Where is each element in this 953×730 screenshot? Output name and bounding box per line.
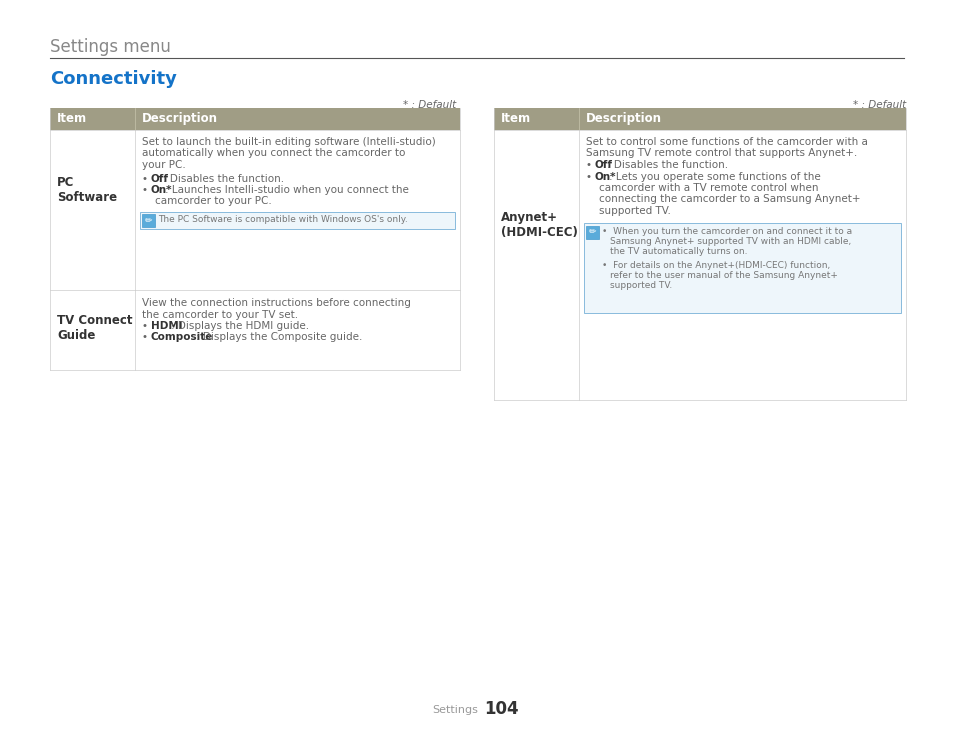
Text: Anynet+
(HDMI-CEC): Anynet+ (HDMI-CEC) — [500, 211, 578, 239]
Text: •: • — [142, 174, 148, 183]
Text: camcorder to your PC.: camcorder to your PC. — [154, 196, 272, 207]
Text: * : Default: * : Default — [852, 100, 905, 110]
Text: Samsung TV remote control that supports Anynet+.: Samsung TV remote control that supports … — [585, 148, 857, 158]
Text: TV Connect
Guide: TV Connect Guide — [57, 314, 132, 342]
Text: View the connection instructions before connecting: View the connection instructions before … — [142, 298, 411, 308]
Text: HDMI: HDMI — [151, 321, 182, 331]
Text: your PC.: your PC. — [142, 160, 186, 170]
Text: : Disables the function.: : Disables the function. — [606, 160, 727, 170]
Text: Settings: Settings — [432, 705, 477, 715]
Text: On*: On* — [595, 172, 616, 182]
Text: : Disables the function.: : Disables the function. — [163, 174, 284, 183]
Text: : Displays the Composite guide.: : Displays the Composite guide. — [195, 332, 362, 342]
Text: supported TV.: supported TV. — [609, 280, 672, 290]
Text: refer to the user manual of the Samsung Anynet+: refer to the user manual of the Samsung … — [609, 271, 837, 280]
Text: PC
Software: PC Software — [57, 176, 117, 204]
Text: automatically when you connect the camcorder to: automatically when you connect the camco… — [142, 148, 405, 158]
Text: The PC Software is compatible with Windows OS's only.: The PC Software is compatible with Windo… — [158, 215, 407, 224]
Text: connecting the camcorder to a Samsung Anynet+: connecting the camcorder to a Samsung An… — [598, 194, 860, 204]
Text: Description: Description — [142, 112, 218, 125]
Bar — [140, 212, 455, 229]
Text: Off: Off — [151, 174, 169, 183]
Text: the TV automatically turns on.: the TV automatically turns on. — [609, 247, 747, 256]
Text: Off: Off — [595, 160, 613, 170]
Text: Composite: Composite — [151, 332, 213, 342]
Bar — [50, 108, 459, 130]
Bar — [494, 108, 905, 130]
Text: •: • — [142, 185, 148, 195]
Text: Item: Item — [500, 112, 531, 125]
Text: * : Default: * : Default — [402, 100, 456, 110]
Text: supported TV.: supported TV. — [598, 206, 670, 216]
Text: Description: Description — [585, 112, 661, 125]
Text: Samsung Anynet+ supported TV with an HDMI cable,: Samsung Anynet+ supported TV with an HDM… — [609, 237, 850, 247]
Text: 104: 104 — [483, 700, 518, 718]
Text: •: • — [142, 332, 148, 342]
Text: Connectivity: Connectivity — [50, 70, 176, 88]
Text: : Launches Intelli-studio when you connect the: : Launches Intelli-studio when you conne… — [165, 185, 409, 195]
Bar — [585, 226, 598, 239]
Text: •: • — [585, 160, 592, 170]
Bar — [142, 214, 154, 227]
Text: ✏: ✏ — [145, 216, 152, 225]
Text: : Displays the HDMI guide.: : Displays the HDMI guide. — [171, 321, 309, 331]
Text: ✏: ✏ — [588, 228, 596, 237]
Text: •: • — [142, 321, 148, 331]
Text: •: • — [585, 172, 592, 182]
Text: camcorder with a TV remote control when: camcorder with a TV remote control when — [598, 183, 818, 193]
Text: •  For details on the Anynet+(HDMI-CEC) function,: • For details on the Anynet+(HDMI-CEC) f… — [601, 261, 829, 269]
Text: Settings menu: Settings menu — [50, 38, 171, 56]
Text: the camcorder to your TV set.: the camcorder to your TV set. — [142, 310, 297, 320]
Text: •  When you turn the camcorder on and connect it to a: • When you turn the camcorder on and con… — [601, 228, 851, 237]
Text: Set to control some functions of the camcorder with a: Set to control some functions of the cam… — [585, 137, 867, 147]
Text: Set to launch the built-in editing software (Intelli-studio): Set to launch the built-in editing softw… — [142, 137, 436, 147]
Text: On*: On* — [151, 185, 172, 195]
Bar — [583, 223, 900, 312]
Text: Item: Item — [57, 112, 87, 125]
Text: : Lets you operate some functions of the: : Lets you operate some functions of the — [608, 172, 820, 182]
